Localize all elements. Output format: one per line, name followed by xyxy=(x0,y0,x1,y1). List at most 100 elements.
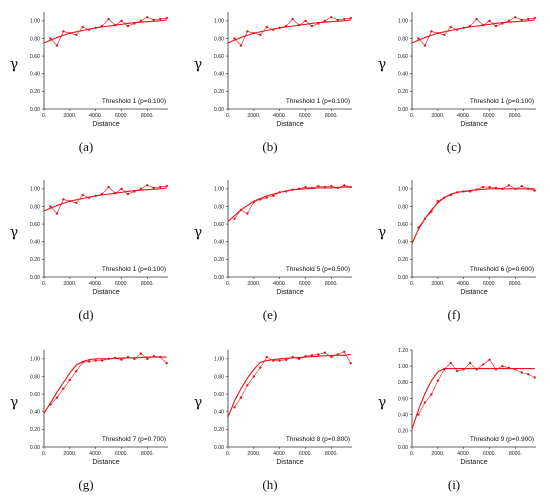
data-point xyxy=(297,24,301,27)
data-point xyxy=(165,362,168,365)
data-point xyxy=(343,350,346,353)
data-point xyxy=(246,384,249,387)
chart-panel-b: 0.00 0.20 0.40 0.60 0.80 1.00 0. 2000. 4000. 6000… xyxy=(194,12,352,154)
data-point xyxy=(278,26,281,30)
x-tick-label: 4000. xyxy=(89,451,102,457)
data-point xyxy=(423,401,427,404)
data-point xyxy=(297,187,301,191)
y-tick-label: 0.80 xyxy=(398,204,408,210)
data-point xyxy=(533,16,536,20)
data-point xyxy=(133,22,136,25)
y-tick-label: 0.40 xyxy=(30,72,40,78)
x-tick-label: 4000. xyxy=(273,451,286,457)
data-point xyxy=(159,185,162,189)
chart-panel-i: 0.00 0.20 0.40 0.60 0.80 1.00 1.20 0. 2000. 4000.… xyxy=(378,348,536,492)
y-tick-label: 0.80 xyxy=(30,374,40,380)
data-point xyxy=(330,355,333,359)
data-point xyxy=(336,186,339,190)
y-axis-title: γ xyxy=(194,57,202,73)
data-point xyxy=(81,193,84,197)
data-point xyxy=(323,185,327,189)
chart-panel-f: 0.00 0.20 0.40 0.60 0.80 1.00 0. 2000. 4000. 6000… xyxy=(378,180,536,322)
data-point xyxy=(494,24,498,28)
data-point xyxy=(126,192,130,196)
data-point xyxy=(501,364,504,368)
panel-label: (e) xyxy=(263,307,277,322)
data-point xyxy=(527,373,530,376)
data-point xyxy=(468,361,472,365)
x-axis-title: Distance xyxy=(276,289,303,296)
data-point xyxy=(323,351,327,354)
y-tick-label: 0.40 xyxy=(214,72,224,78)
data-point xyxy=(533,376,536,379)
x-tick-label: 2000. xyxy=(247,113,260,119)
data-point xyxy=(349,362,352,365)
data-point xyxy=(252,31,256,35)
data-point xyxy=(494,186,498,190)
data-point xyxy=(278,359,281,362)
y-tick-label: 0.60 xyxy=(30,392,40,398)
data-point xyxy=(436,31,440,35)
data-point xyxy=(304,354,307,358)
y-tick-label: 0.40 xyxy=(214,410,224,416)
data-point xyxy=(94,26,97,30)
data-point xyxy=(443,368,446,371)
model-curve xyxy=(43,19,167,44)
x-tick-label: 8000. xyxy=(509,451,522,457)
x-tick-label: 4000. xyxy=(273,113,286,119)
y-tick-label: 0.00 xyxy=(398,275,408,281)
x-axis-title: Distance xyxy=(460,289,487,296)
data-point xyxy=(481,24,485,27)
chart-panel-h: 0.00 0.20 0.40 0.60 0.80 1.00 0. 2000. 4000. 6000… xyxy=(194,350,352,492)
data-point xyxy=(81,25,84,29)
model-curve xyxy=(411,19,535,44)
x-tick-label: 8000. xyxy=(325,113,338,119)
x-tick-label: 8000. xyxy=(325,281,338,287)
data-point xyxy=(317,22,320,25)
y-tick-label: 0.40 xyxy=(398,240,408,246)
data-point xyxy=(146,184,149,187)
x-tick-label: 6000. xyxy=(299,113,312,119)
y-tick-label: 0.00 xyxy=(30,275,40,281)
y-tick-label: 0.80 xyxy=(30,204,40,210)
x-axis-title: Distance xyxy=(92,459,119,466)
data-point xyxy=(330,16,333,19)
data-point xyxy=(239,208,243,212)
x-tick-label: 4000. xyxy=(457,451,470,457)
data-point xyxy=(252,200,256,204)
data-point xyxy=(481,185,485,189)
x-tick-label: 2000. xyxy=(247,281,260,287)
chart-panel-d: 0.00 0.20 0.40 0.60 0.80 1.00 0. 2000. 4000. 6000… xyxy=(10,180,168,322)
data-point xyxy=(133,190,136,193)
y-tick-label: 1.00 xyxy=(214,187,224,193)
data-point xyxy=(252,375,256,378)
data-point xyxy=(304,185,307,189)
data-point xyxy=(94,194,97,198)
threshold-annotation: Threshold 1 (p=0.100) xyxy=(102,98,166,105)
data-point xyxy=(349,185,352,189)
data-point xyxy=(481,363,485,366)
data-point xyxy=(317,353,320,356)
data-point xyxy=(55,212,59,215)
data-point xyxy=(507,19,511,23)
y-axis-title: γ xyxy=(194,395,202,411)
data-point xyxy=(239,396,243,399)
y-axis-title: γ xyxy=(194,225,202,241)
y-tick-label: 1.00 xyxy=(214,19,224,25)
data-point xyxy=(113,192,117,195)
x-axis-title: Distance xyxy=(92,289,119,296)
y-tick-label: 0.20 xyxy=(214,427,224,433)
panel-label: (c) xyxy=(447,139,461,154)
data-point xyxy=(423,217,427,220)
data-point xyxy=(113,356,117,360)
x-tick-label: 0. xyxy=(226,451,230,457)
x-tick-label: 4000. xyxy=(457,281,470,287)
data-point xyxy=(259,366,262,369)
y-tick-label: 0.40 xyxy=(398,412,408,418)
data-point xyxy=(284,358,288,361)
data-point xyxy=(81,361,84,364)
x-tick-label: 8000. xyxy=(325,451,338,457)
experimental-line xyxy=(234,351,351,408)
data-point xyxy=(417,37,420,40)
x-tick-label: 0. xyxy=(410,113,414,119)
